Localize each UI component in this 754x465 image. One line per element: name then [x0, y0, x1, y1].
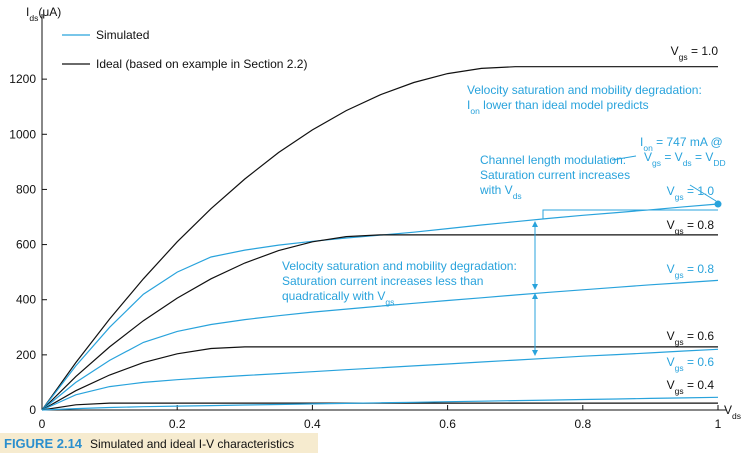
subscript: gs — [675, 192, 684, 202]
x-tick-label: 0.6 — [439, 417, 456, 431]
subscript: gs — [652, 158, 661, 168]
subscript: gs — [675, 226, 684, 236]
y-axis-label: Ids(μA) — [26, 5, 61, 23]
text-segment: V — [667, 378, 675, 392]
pointer — [689, 184, 717, 202]
annotation: Saturation current increases less than — [282, 274, 483, 288]
curve-label: Vgs = 0.6 — [667, 355, 715, 373]
annotation: Ion lower than ideal model predicts — [467, 98, 649, 116]
text-segment: V — [667, 262, 675, 276]
x-tick-label: 0.2 — [169, 417, 186, 431]
text-segment: = 1.0 — [688, 44, 719, 58]
curve-label: Vgs = 0.8 — [667, 218, 715, 236]
arrowhead — [532, 221, 538, 227]
series-line — [41, 279, 719, 411]
text-segment: = 747 mA @ — [653, 135, 723, 149]
text-segment: Velocity saturation and mobility degrada… — [467, 83, 702, 97]
text-segment: V — [724, 403, 732, 417]
annotation: Velocity saturation and mobility degrada… — [282, 259, 517, 273]
text-segment: = V — [692, 150, 714, 164]
annotation: Velocity saturation and mobility degrada… — [467, 83, 702, 97]
subscript: ds — [683, 158, 692, 168]
bracket — [542, 209, 718, 219]
annotation: Saturation current increases — [480, 168, 630, 182]
text-segment: V — [644, 150, 652, 164]
text-segment: V — [667, 184, 675, 198]
text-segment: Channel length modulation: — [480, 153, 626, 167]
text-segment: = 0.8 — [684, 262, 715, 276]
text-segment: = V — [661, 150, 683, 164]
annotation: with Vds — [479, 183, 522, 201]
marker — [714, 200, 722, 208]
subscript: DD — [713, 158, 725, 168]
x-tick-label: 1 — [715, 417, 722, 431]
curve-label: Vgs = 0.6 — [667, 329, 715, 347]
text-segment: quadratically with V — [282, 289, 385, 303]
x-tick-label: 0.8 — [574, 417, 591, 431]
series-line — [41, 234, 718, 411]
text-segment: lower than ideal model predicts — [480, 98, 649, 112]
text-segment: = 0.4 — [684, 378, 715, 392]
caption-number: FIGURE 2.14 — [4, 436, 83, 451]
series-line — [41, 348, 719, 411]
curve-label: Vgs = 0.8 — [667, 262, 715, 280]
x-axis-label: Vds — [724, 403, 741, 421]
y-tick-label: 200 — [16, 348, 36, 362]
text-segment: I — [26, 5, 29, 19]
arrowhead — [532, 350, 538, 356]
arrowhead — [532, 284, 538, 290]
curve-label: Vgs = 1.0 — [671, 44, 719, 62]
subscript: on — [643, 143, 653, 153]
subscript: gs — [679, 52, 688, 62]
subscript: ds — [29, 13, 38, 23]
annotation: Ion = 747 mA @ — [640, 135, 723, 153]
caption-text: Simulated and ideal I-V characteristics — [90, 437, 294, 451]
curve-label: Vgs = 1.0 — [667, 184, 715, 202]
y-tick-label: 400 — [16, 293, 36, 307]
y-tick-label: 1000 — [9, 127, 36, 141]
text-segment: I — [640, 135, 643, 149]
text-segment: = 0.8 — [684, 218, 715, 232]
y-tick-label: 600 — [16, 238, 36, 252]
y-tick-label: 0 — [29, 403, 36, 417]
text-segment: V — [667, 218, 675, 232]
text-segment: = 0.6 — [684, 329, 715, 343]
x-tick-label: 0.4 — [304, 417, 321, 431]
series-line — [41, 396, 719, 411]
subscript: ds — [513, 191, 522, 201]
subscript: on — [470, 106, 480, 116]
text-segment: Saturation current increases — [480, 168, 630, 182]
series-line — [41, 346, 718, 411]
series-line — [41, 66, 718, 411]
y-tick-label: 1200 — [9, 72, 36, 86]
text-segment: I — [467, 98, 470, 112]
subscript: gs — [675, 386, 684, 396]
caption-background — [0, 433, 318, 453]
text-segment: Velocity saturation and mobility degrada… — [282, 259, 517, 273]
text-segment: V — [671, 44, 679, 58]
text-segment: with V — [479, 183, 513, 197]
subscript: gs — [675, 363, 684, 373]
arrowhead — [532, 293, 538, 299]
text-segment: V — [667, 329, 675, 343]
x-tick-label: 0 — [39, 417, 46, 431]
annotation: quadratically with Vgs — [282, 289, 394, 307]
text-segment: Saturation current increases less than — [282, 274, 483, 288]
legend-label: Ideal (based on example in Section 2.2) — [96, 57, 307, 71]
legend-label: Simulated — [96, 28, 149, 42]
subscript: gs — [675, 270, 684, 280]
annotation: Channel length modulation: — [480, 153, 626, 167]
annotation: Vgs = Vds = VDD — [644, 150, 726, 168]
y-tick-label: 800 — [16, 182, 36, 196]
text-segment: = 0.6 — [684, 355, 715, 369]
text-segment: (μA) — [38, 5, 61, 19]
text-segment: V — [667, 355, 675, 369]
subscript: gs — [385, 297, 394, 307]
subscript: ds — [732, 411, 741, 421]
subscript: gs — [675, 337, 684, 347]
curve-label: Vgs = 0.4 — [667, 378, 715, 396]
pointer — [611, 155, 637, 161]
